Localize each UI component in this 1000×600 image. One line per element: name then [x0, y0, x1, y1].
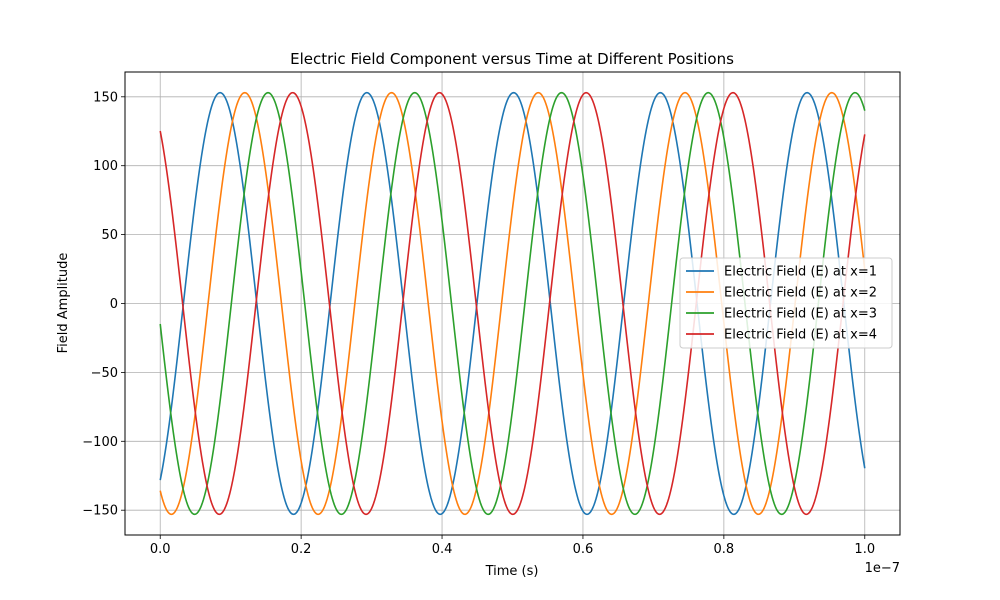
- series-line-x2: [159, 91, 866, 516]
- y-tick-label: 100: [93, 159, 118, 174]
- y-tick-label: −100: [82, 435, 118, 450]
- y-tick-label: 50: [101, 228, 118, 243]
- legend-label: Electric Field (E) at x=4: [724, 328, 877, 343]
- x-axis-label: Time (s): [485, 564, 539, 579]
- x-tick-label: 0.6: [573, 542, 594, 557]
- y-axis-label: Field Amplitude: [56, 253, 71, 354]
- x-tick-label: 0.0: [150, 542, 171, 557]
- legend-label: Electric Field (E) at x=1: [724, 265, 877, 280]
- x-tick-label: 1.0: [854, 542, 875, 557]
- legend: Electric Field (E) at x=1 Electric Field …: [679, 257, 893, 349]
- x-tick-label: 0.2: [291, 542, 312, 557]
- y-tick-label: −150: [82, 504, 118, 519]
- y-tick-label: −50: [91, 366, 118, 381]
- x-tick-label: 0.8: [714, 542, 735, 557]
- chart-title: Electric Field Component versus Time at …: [290, 50, 734, 68]
- y-tick-label: 150: [93, 90, 118, 105]
- axis-ticks: 0.0 0.2 0.4 0.6 0.8 1.0 −150 −100 −50 0 50 100 150: [82, 90, 875, 557]
- legend-label: Electric Field (E) at x=3: [724, 307, 877, 322]
- series-line-x1: [159, 91, 866, 516]
- legend-label: Electric Field (E) at x=2: [724, 286, 877, 301]
- y-tick-label: 0: [110, 297, 118, 312]
- legend-box: [679, 257, 893, 349]
- series-line-x4: [159, 91, 866, 516]
- x-tick-label: 0.4: [432, 542, 453, 557]
- x-axis-offset-label: 1e−7: [865, 561, 900, 576]
